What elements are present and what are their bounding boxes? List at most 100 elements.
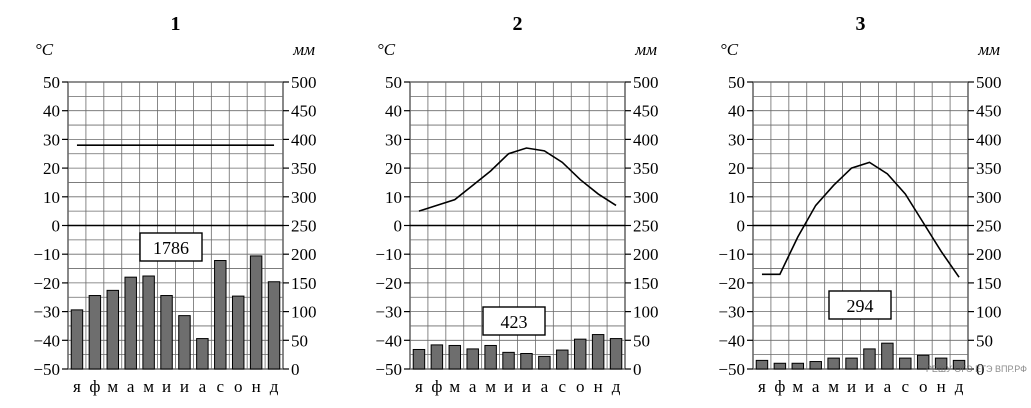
- right-tick-label: 450: [976, 102, 1002, 121]
- month-label: а: [541, 377, 549, 396]
- month-label: и: [865, 377, 874, 396]
- precipitation-bar: [466, 348, 479, 370]
- right-tick-label: 250: [633, 217, 659, 236]
- right-tick-label: 0: [976, 360, 985, 379]
- left-tick-label: 10: [43, 188, 60, 207]
- precipitation-bar: [755, 359, 769, 370]
- precipitation-bar: [502, 351, 515, 370]
- left-tick-label: 10: [728, 188, 745, 207]
- right-tick-label: 250: [976, 217, 1002, 236]
- precipitation-bar: [267, 281, 281, 370]
- precipitation-bar: [934, 357, 948, 370]
- precipitation-bar: [773, 362, 787, 370]
- right-tick-label: 100: [976, 303, 1002, 322]
- month-label: я: [758, 377, 766, 396]
- precipitation-bar: [142, 275, 155, 370]
- left-tick-label: −40: [375, 331, 402, 350]
- precipitation-bar: [863, 348, 876, 370]
- left-tick-label: 0: [394, 217, 403, 236]
- right-tick-label: 500: [291, 73, 317, 92]
- left-tick-label: 40: [385, 102, 402, 121]
- right-tick-label: 450: [633, 102, 659, 121]
- month-label: н: [937, 377, 946, 396]
- annual-precipitation-label: 423: [501, 312, 528, 332]
- left-tick-label: 20: [43, 159, 60, 178]
- precipitation-bar: [573, 338, 587, 370]
- month-label: и: [522, 377, 531, 396]
- precipitation-bar: [520, 353, 533, 370]
- left-tick-label: 40: [43, 102, 60, 121]
- right-tick-label: 50: [633, 331, 650, 350]
- left-tick-label: 30: [43, 130, 60, 149]
- left-tick-label: 0: [737, 217, 746, 236]
- annual-precipitation-label: 294: [847, 296, 874, 316]
- month-label: м: [107, 377, 118, 396]
- month-label: я: [415, 377, 423, 396]
- annual-precipitation-label: 1786: [153, 238, 189, 258]
- precipitation-bar: [556, 349, 569, 370]
- month-label: д: [955, 377, 964, 396]
- left-tick-label: −50: [375, 360, 402, 379]
- right-tick-label: 500: [633, 73, 659, 92]
- precipitation-bar: [124, 276, 137, 370]
- left-tick-label: −20: [718, 274, 745, 293]
- month-label: и: [504, 377, 513, 396]
- right-tick-label: 200: [291, 245, 317, 264]
- precipitation-bar: [196, 338, 209, 370]
- month-label: м: [828, 377, 839, 396]
- left-tick-label: 40: [728, 102, 745, 121]
- month-label: и: [847, 377, 856, 396]
- month-label: а: [469, 377, 477, 396]
- left-axis-unit: °C: [35, 40, 54, 59]
- month-label: д: [612, 377, 621, 396]
- precipitation-bar: [845, 357, 858, 370]
- month-label: с: [902, 377, 910, 396]
- temperature-line: [418, 147, 617, 212]
- right-tick-label: 0: [291, 360, 300, 379]
- left-tick-label: 0: [52, 217, 61, 236]
- right-axis-unit: мм: [292, 40, 315, 59]
- left-tick-label: 20: [728, 159, 745, 178]
- climatogram-panel-1: 50403020100−10−20−30−40−5050045040035030…: [33, 13, 316, 396]
- right-tick-label: 350: [633, 159, 659, 178]
- left-tick-label: −50: [718, 360, 745, 379]
- right-tick-label: 100: [633, 303, 659, 322]
- left-tick-label: −10: [375, 245, 402, 264]
- right-tick-label: 500: [976, 73, 1002, 92]
- right-tick-label: 50: [976, 331, 993, 350]
- right-tick-label: 150: [976, 274, 1002, 293]
- right-tick-label: 200: [633, 245, 659, 264]
- left-axis-unit: °C: [377, 40, 396, 59]
- precipitation-bar: [178, 315, 191, 370]
- month-label: м: [143, 377, 154, 396]
- precipitation-bar: [809, 361, 822, 370]
- month-label: н: [594, 377, 603, 396]
- right-tick-label: 450: [291, 102, 317, 121]
- annual-precipitation-box: [828, 290, 892, 320]
- month-label: а: [884, 377, 892, 396]
- right-tick-label: 50: [291, 331, 308, 350]
- right-tick-label: 300: [976, 188, 1002, 207]
- precipitation-bar: [214, 260, 227, 370]
- precipitation-bar: [231, 295, 245, 370]
- month-label: н: [252, 377, 261, 396]
- left-tick-label: 30: [385, 130, 402, 149]
- right-tick-label: 150: [291, 274, 317, 293]
- month-label: м: [449, 377, 460, 396]
- month-label: с: [217, 377, 225, 396]
- temperature-line: [761, 161, 960, 278]
- month-label: ф: [431, 377, 442, 396]
- left-tick-label: 20: [385, 159, 402, 178]
- month-label: о: [576, 377, 585, 396]
- right-tick-label: 0: [633, 360, 642, 379]
- month-label: а: [127, 377, 135, 396]
- right-tick-label: 250: [291, 217, 317, 236]
- chart-title: 2: [513, 13, 523, 35]
- left-tick-label: 10: [385, 188, 402, 207]
- precipitation-bar: [88, 295, 102, 370]
- precipitation-bar: [484, 344, 497, 370]
- month-label: ф: [89, 377, 100, 396]
- right-tick-label: 150: [633, 274, 659, 293]
